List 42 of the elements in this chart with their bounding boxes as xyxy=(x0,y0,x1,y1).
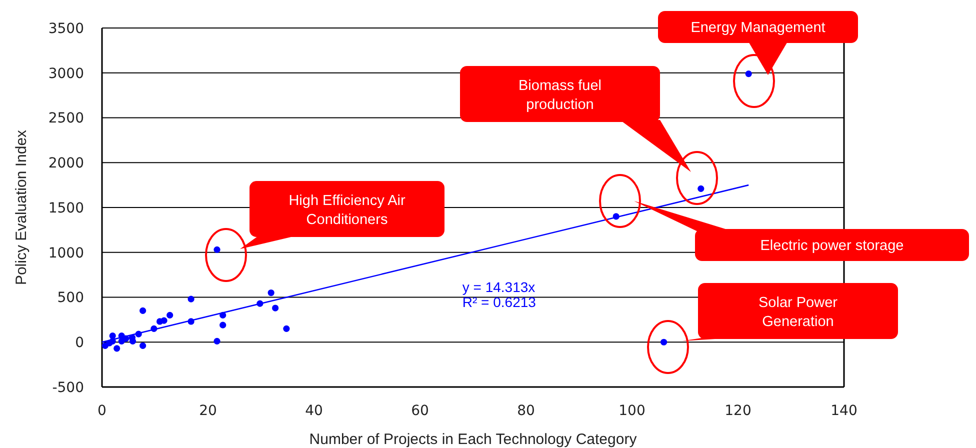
point xyxy=(166,312,174,318)
point xyxy=(745,70,752,78)
y-tick-label: 3000 xyxy=(48,66,84,82)
annotation: Biomass fuel production xyxy=(518,78,602,114)
x-tick-label: 60 xyxy=(411,403,429,419)
point xyxy=(698,185,704,192)
x-tick-label: 0 xyxy=(98,403,106,419)
point xyxy=(272,304,279,312)
y-tick-label: -500 xyxy=(52,380,84,396)
x-tick-label: 40 xyxy=(305,403,323,419)
point xyxy=(660,338,668,346)
y-tick-label: 2500 xyxy=(48,110,84,127)
point xyxy=(268,289,274,296)
x-tick-label: 80 xyxy=(517,403,535,419)
annotation: High Efficiency Air Conditioners xyxy=(288,193,406,228)
y-tick-label: 2000 xyxy=(48,156,84,172)
x-tick-label: 120 xyxy=(724,403,752,419)
point xyxy=(114,345,120,352)
y-tick-label: 1500 xyxy=(48,200,84,216)
y-tick-label: 0 xyxy=(75,335,84,352)
x-axis-title: Number of Projects in Each Technology Category xyxy=(309,431,638,448)
point xyxy=(160,317,168,324)
point xyxy=(140,342,146,350)
point xyxy=(214,338,220,345)
x-tick-label: 140 xyxy=(830,403,858,419)
point xyxy=(214,246,220,253)
y-axis-title: Policy Evaluation Index xyxy=(13,129,30,286)
x-tick-label: 20 xyxy=(199,403,217,419)
point xyxy=(220,322,226,328)
y-tick-label: 3500 xyxy=(48,20,84,37)
point xyxy=(140,307,146,314)
annotation: Solar Power Generation xyxy=(758,295,838,330)
x-tick-label: 100 xyxy=(618,403,646,419)
annotation: R² = 0.6213 xyxy=(462,294,536,310)
point xyxy=(283,325,290,332)
y-tick-label: 500 xyxy=(57,290,84,306)
y-tick-label: 1000 xyxy=(48,245,84,262)
annotation: y = 14.313x xyxy=(462,278,536,295)
point xyxy=(129,338,136,345)
annotation: Energy Management xyxy=(690,20,826,36)
annotation: Electric power storage xyxy=(760,238,904,254)
point xyxy=(188,296,194,302)
